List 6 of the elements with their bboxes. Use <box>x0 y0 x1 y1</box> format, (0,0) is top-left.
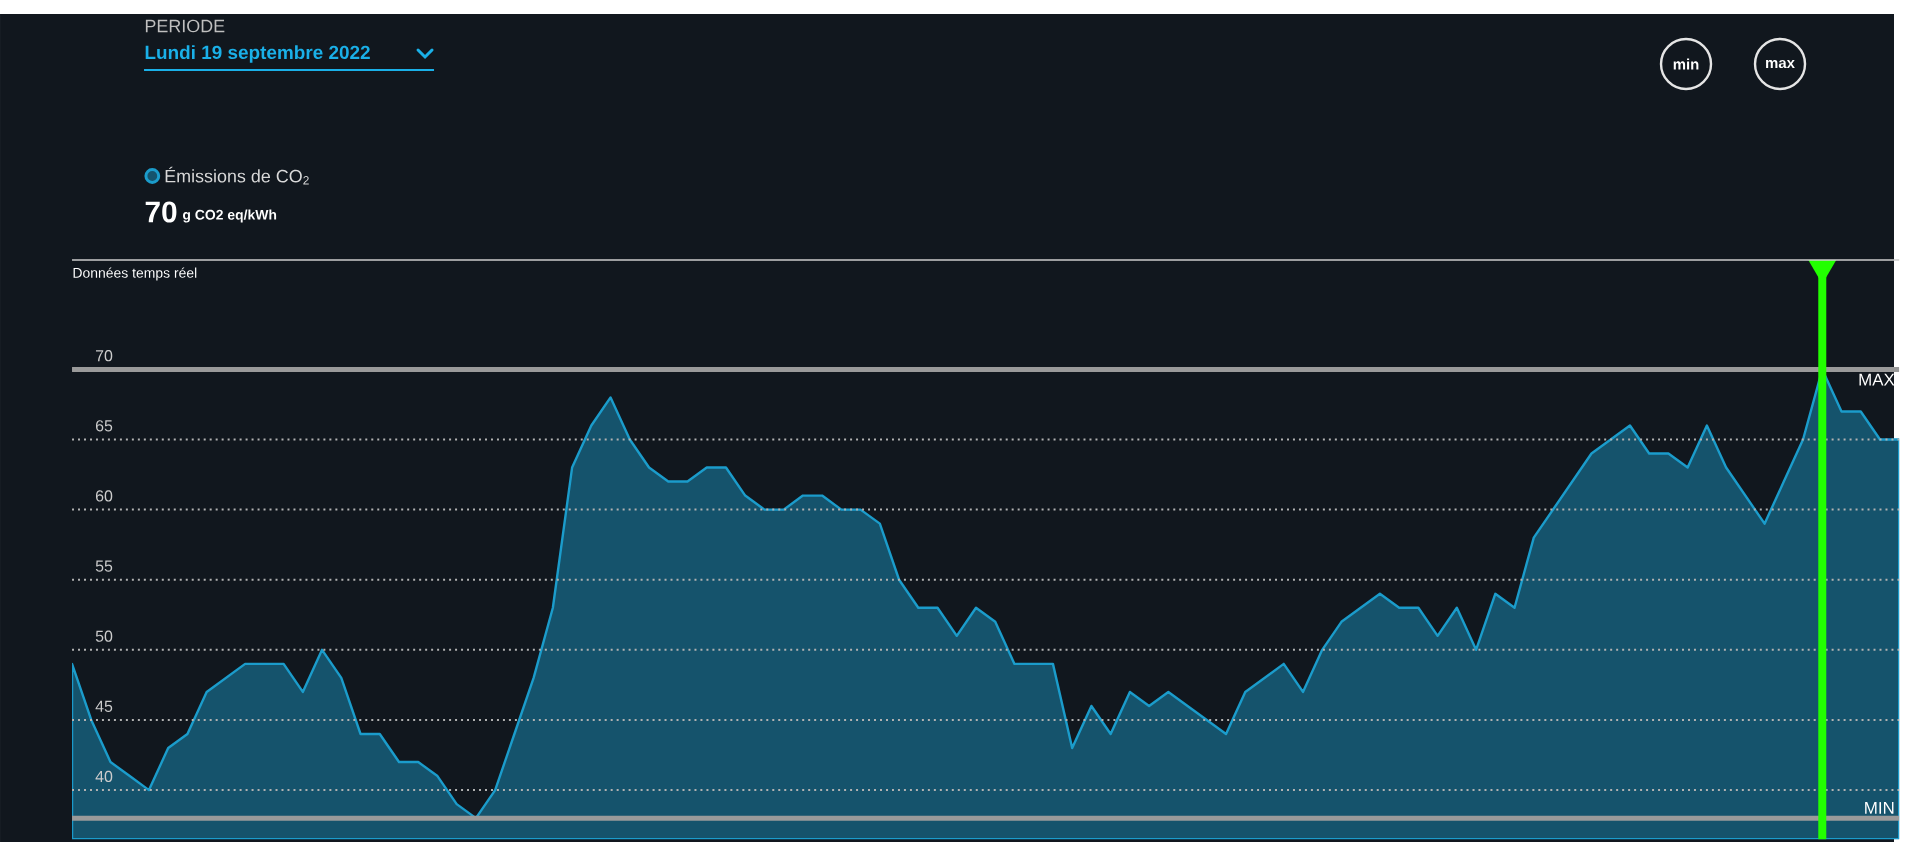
ref-line-label: MAX <box>1859 374 1895 386</box>
ref-line-label: MIN <box>1865 802 1894 815</box>
legend-label: Émissions de CO$_{2}$ <box>165 167 309 185</box>
text: PERIODE <box>145 20 225 33</box>
text: Lundi 19 septembre 2022 <box>145 45 370 64</box>
text: 70 <box>145 201 177 223</box>
